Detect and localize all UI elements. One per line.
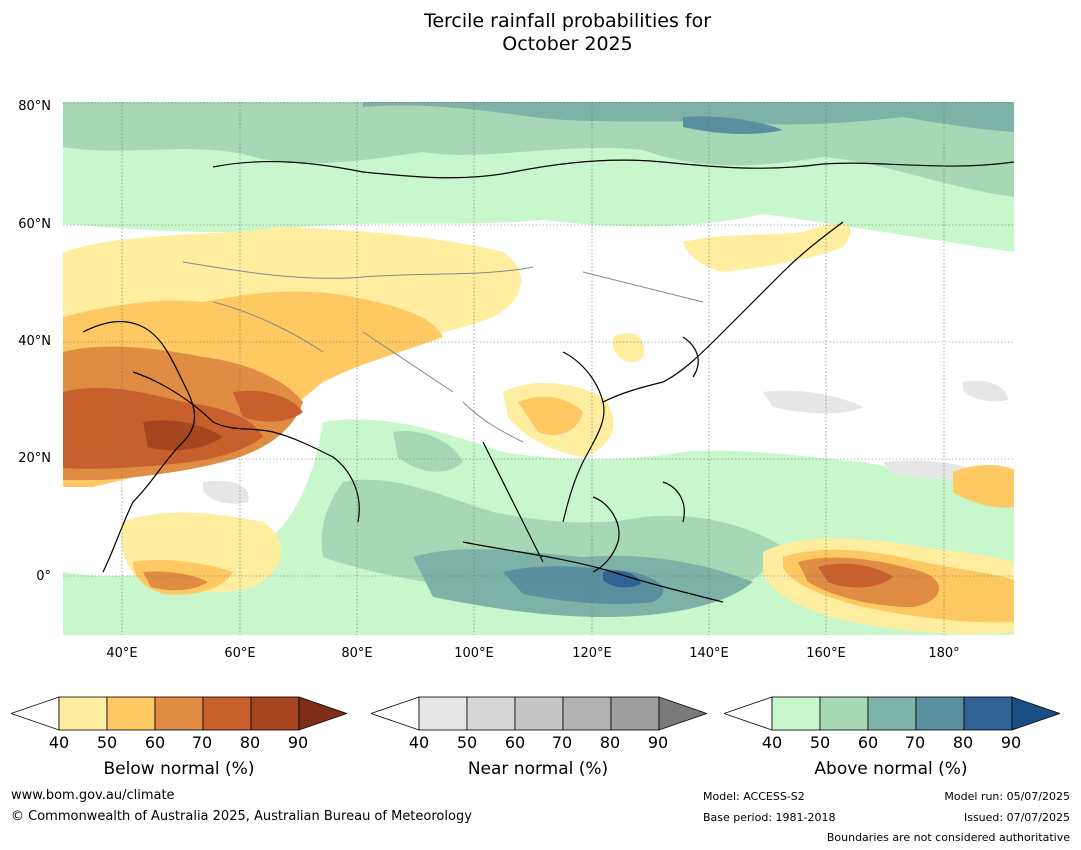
footer-base-period: Base period: 1981-2018 [703,811,836,824]
above-tick-60: 60 [857,733,879,752]
rainfall-probability-map [63,102,1014,635]
below-extend-high [298,696,347,731]
colorbar-below-swatches [11,696,347,731]
lon-label-120e: 120°E [572,646,612,661]
lon-label-160e: 160°E [806,646,846,661]
above-extend-high [1011,696,1060,731]
above-tick-90: 90 [1000,733,1022,752]
lon-label-40e: 40°E [106,646,138,661]
title-line-1: Tercile rainfall probabilities for [423,10,712,32]
region-below-orange-china [518,396,583,436]
above-swatch-60 [867,696,917,731]
colorbar-above-normal [724,696,1060,732]
below-swatch-40 [58,696,108,731]
near-swatch-60 [514,696,564,731]
footer-copyright: © Commonwealth of Australia 2025, Austra… [11,809,472,824]
below-tick-40: 40 [48,733,70,752]
footer-disclaimer: Boundaries are not considered authoritat… [826,831,1070,844]
below-tick-60: 60 [144,733,166,752]
lon-label-100e: 100°E [454,646,494,661]
near-tick-70: 70 [551,733,573,752]
near-swatch-80 [610,696,660,731]
colorbar-above-swatches [724,696,1060,731]
below-tick-50: 50 [96,733,118,752]
region-below-light-japan [613,333,644,363]
above-swatch-40 [771,696,821,731]
near-tick-50: 50 [456,733,478,752]
region-below-darkest-arabia [143,420,223,451]
above-extend-low [724,696,773,731]
above-swatch-70 [915,696,965,731]
near-tick-90: 90 [647,733,669,752]
lat-label-80n: 80°N [18,99,51,114]
above-swatch-50 [819,696,869,731]
region-above-mid-north [63,102,1014,197]
region-below-orange-ne-pacific [953,465,1014,508]
colorbar-below-title: Below normal (%) [103,759,255,779]
colorbar-above-title: Above normal (%) [814,759,968,779]
below-tick-90: 90 [287,733,309,752]
above-tick-70: 70 [904,733,926,752]
lat-label-20n: 20°N [18,451,51,466]
near-tick-60: 60 [504,733,526,752]
map-title: Tercile rainfall probabilities for Octob… [0,10,1081,56]
below-extend-low [11,696,60,731]
near-swatch-70 [562,696,612,731]
footer-issued: Issued: 07/07/2025 [963,811,1070,824]
lon-label-60e: 60°E [224,646,256,661]
lat-label-40n: 40°N [18,334,51,349]
colorbar-near-swatches [371,696,707,731]
lat-label-60n: 60°N [18,217,51,232]
region-above-darkest-maritime [603,570,641,588]
colorbar-near-normal [371,696,707,732]
country-borders [182,261,704,443]
lon-label-140e: 140°E [689,646,729,661]
near-swatch-50 [466,696,516,731]
below-swatch-60 [154,696,204,731]
region-below-light-manchuria [683,223,851,272]
above-tick-40: 40 [761,733,783,752]
lon-label-80e: 80°E [341,646,373,661]
colorbar-below-normal [11,696,347,732]
title-line-2: October 2025 [502,33,633,55]
below-swatch-80 [250,696,300,731]
footer-model: Model: ACCESS-S2 [703,790,805,803]
above-swatch-80 [963,696,1013,731]
near-swatch-40 [418,696,468,731]
region-above-mid-bay-bengal [393,431,463,472]
coastlines [82,159,1014,603]
near-extend-low [371,696,420,731]
near-tick-40: 40 [408,733,430,752]
region-above-light-nw [83,179,203,208]
region-near-patch-3 [963,380,1008,402]
footer-site-link[interactable]: www.bom.gov.au/climate [11,788,175,803]
above-tick-80: 80 [952,733,974,752]
region-below-dark-pacific [818,563,893,588]
map-canvas [63,102,1014,635]
near-tick-80: 80 [599,733,621,752]
graticule [63,102,1014,635]
footer-model-run: Model run: 05/07/2025 [944,790,1070,803]
region-above-darker-north [683,116,783,134]
region-near-patch-1 [763,390,863,414]
lon-label-180: 180° [928,646,960,661]
below-swatch-50 [106,696,156,731]
below-tick-70: 70 [191,733,213,752]
region-below-dark-iran [233,390,303,422]
region-below-med-s-indian [143,571,208,591]
below-swatch-70 [202,696,252,731]
below-tick-80: 80 [239,733,261,752]
near-extend-high [658,696,707,731]
colorbar-near-title: Near normal (%) [467,759,609,779]
above-tick-50: 50 [809,733,831,752]
lat-label-0: 0° [36,569,51,584]
region-near-patch-4 [203,480,249,504]
